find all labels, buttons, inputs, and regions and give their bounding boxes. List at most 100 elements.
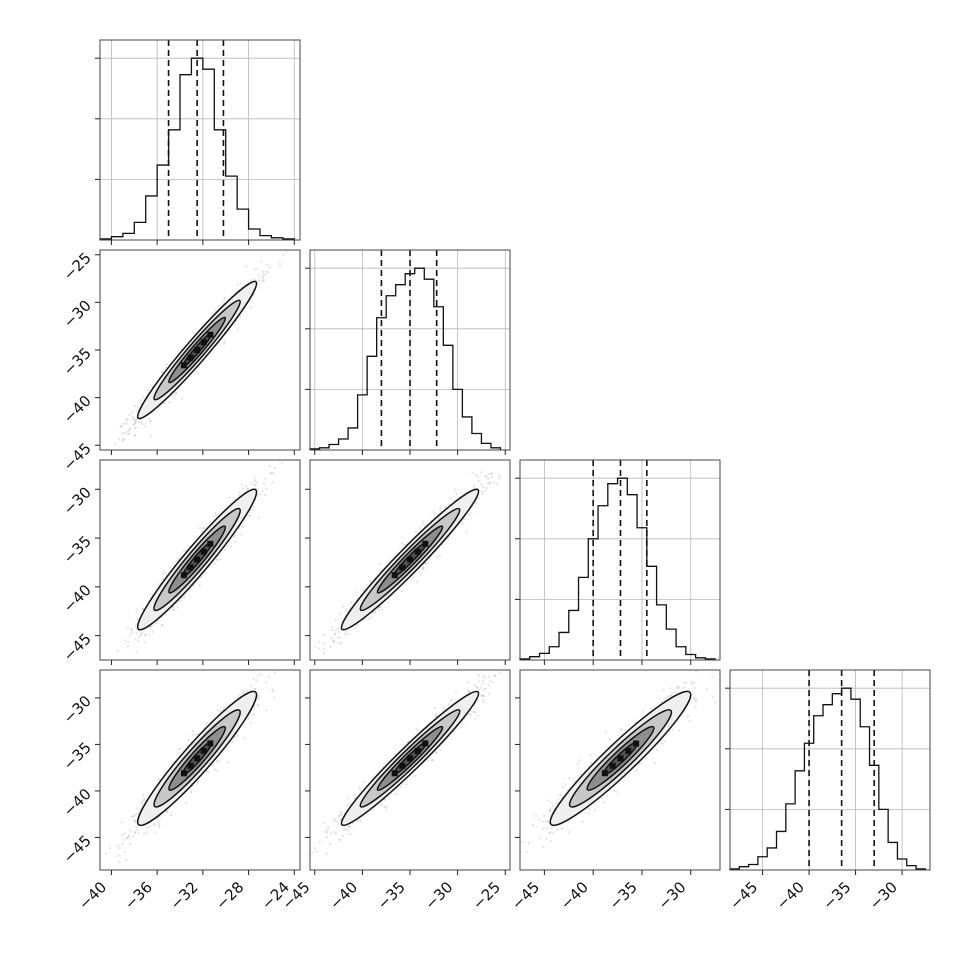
- scatter-point: [128, 429, 131, 432]
- scatter-point: [306, 647, 308, 649]
- scatter-point: [307, 649, 309, 651]
- scatter-point: [164, 573, 167, 576]
- scatter-point: [489, 473, 492, 476]
- scatter-point: [481, 485, 484, 488]
- density-cell: [391, 572, 398, 579]
- scatter-point: [138, 420, 141, 423]
- scatter-point: [449, 497, 452, 500]
- scatter-point: [252, 505, 255, 508]
- density-cell: [194, 347, 201, 353]
- scatter-point: [160, 624, 163, 627]
- scatter-point: [119, 425, 122, 428]
- scatter-point: [267, 675, 270, 678]
- scatter-point: [223, 297, 226, 300]
- scatter-point: [346, 632, 349, 635]
- scatter-point: [132, 835, 135, 838]
- scatter-point: [218, 305, 221, 309]
- density-cell: [180, 362, 187, 369]
- scatter-point: [330, 637, 334, 640]
- scatter-point: [477, 714, 480, 717]
- scatter-point: [472, 487, 475, 490]
- scatter-point: [477, 496, 480, 500]
- scatter-point: [142, 796, 146, 800]
- scatter-point: [264, 493, 267, 496]
- scatter-point: [122, 838, 126, 842]
- scatter-point: [156, 822, 159, 825]
- scatter-point: [257, 494, 260, 497]
- scatter-point: [152, 822, 156, 825]
- density-cell: [207, 540, 214, 547]
- scatter-point: [270, 471, 273, 474]
- y-tick-label: −40: [60, 581, 95, 616]
- scatter-point: [157, 777, 160, 781]
- scatter-point: [134, 821, 138, 824]
- panel-frame: [99, 459, 301, 661]
- scatter-point: [143, 634, 147, 637]
- scatter-point: [166, 809, 169, 812]
- scatter-point: [134, 830, 137, 834]
- scatter-point: [302, 859, 304, 861]
- scatter-point: [249, 306, 252, 309]
- scatter-point: [243, 737, 246, 740]
- scatter-point: [291, 446, 293, 448]
- hist-panel-1: [305, 249, 511, 455]
- scatter-point: [76, 479, 78, 481]
- scatter-point: [468, 513, 471, 517]
- scatter-point: [219, 711, 222, 714]
- density-cell: [207, 740, 214, 747]
- scatter-point: [261, 277, 265, 280]
- scatter-point: [198, 527, 201, 530]
- scatter-point: [493, 481, 496, 484]
- scatter-point: [533, 416, 535, 418]
- scatter-point: [271, 481, 274, 484]
- scatter-point: [127, 835, 130, 838]
- y-tick-label: −45: [60, 630, 95, 665]
- scatter-point: [272, 472, 275, 475]
- scatter-point: [161, 572, 165, 575]
- scatter-point: [134, 419, 137, 422]
- scatter-point: [234, 540, 237, 543]
- scatter-point: [136, 405, 139, 409]
- pair-panel-0-2: −45−40−35−30: [60, 446, 301, 665]
- scatter-point: [231, 740, 234, 743]
- scatter-point: [141, 607, 144, 610]
- scatter-point: [170, 813, 173, 817]
- scatter-point: [221, 301, 224, 304]
- scatter-point: [233, 535, 236, 538]
- scatter-point: [257, 696, 260, 700]
- scatter-point: [273, 467, 276, 470]
- scatter-point: [143, 425, 146, 428]
- scatter-point: [380, 608, 384, 612]
- scatter-point: [487, 473, 490, 476]
- scatter-point: [143, 833, 146, 836]
- scatter-point: [223, 549, 227, 552]
- scatter-point: [305, 676, 307, 678]
- pair-contents: [116, 446, 293, 653]
- scatter-point: [261, 280, 264, 283]
- scatter-point: [363, 586, 366, 590]
- scatter-point: [216, 708, 219, 712]
- scatter-point: [422, 566, 425, 569]
- scatter-point: [247, 514, 250, 517]
- density-cell: [187, 354, 194, 361]
- scatter-point: [162, 569, 165, 572]
- scatter-point: [217, 760, 220, 763]
- scatter-point: [177, 558, 180, 561]
- scatter-point: [172, 608, 176, 612]
- density-cell: [200, 548, 207, 555]
- scatter-point: [439, 748, 442, 752]
- scatter-point: [238, 494, 241, 497]
- scatter-point: [442, 706, 446, 709]
- scatter-point: [317, 640, 321, 643]
- scatter-point: [378, 606, 381, 609]
- scatter-point: [394, 792, 397, 796]
- scatter-point: [171, 395, 174, 398]
- scatter-point: [381, 567, 384, 570]
- scatter-point: [164, 613, 167, 616]
- scatter-point: [403, 543, 406, 546]
- scatter-point: [432, 511, 435, 514]
- scatter-point: [262, 279, 266, 282]
- scatter-point: [206, 721, 209, 725]
- scatter-point: [355, 591, 358, 594]
- pair-contents: [302, 671, 502, 861]
